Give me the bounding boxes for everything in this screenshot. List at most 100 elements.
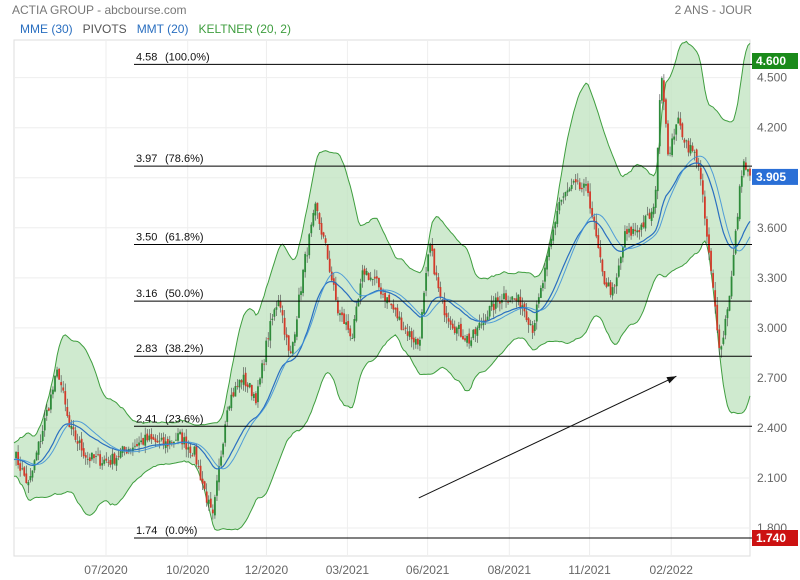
candle-body: [591, 208, 594, 218]
legend-item[interactable]: MME (30): [20, 22, 73, 36]
candle-body: [359, 283, 362, 298]
fib-value: 4.58: [136, 51, 157, 63]
price-tag-label: 3.905: [756, 170, 786, 184]
candle-body: [279, 301, 282, 308]
candle-body: [339, 313, 341, 316]
candle-body: [82, 448, 85, 457]
price-tag-bg: [752, 530, 798, 546]
candle-body: [474, 329, 477, 335]
candle-body: [738, 186, 741, 220]
candle-body: [238, 379, 241, 388]
candle-body: [218, 466, 220, 483]
candle-body: [60, 382, 63, 386]
candle-body: [468, 333, 471, 344]
chart-title: ACTIA GROUP - abcbourse.com: [12, 3, 187, 17]
candle-body: [103, 459, 106, 464]
candle-body: [652, 206, 655, 215]
candle-body: [601, 259, 604, 272]
candle-body: [375, 276, 378, 279]
candle-body: [669, 152, 671, 154]
y-tick-label: 3.600: [757, 221, 787, 235]
candle-body: [115, 458, 118, 466]
candle-body: [168, 440, 171, 445]
candle-body: [671, 138, 673, 156]
candle-body: [170, 442, 173, 443]
y-tick-label: 4.200: [757, 121, 787, 135]
candle-body: [416, 338, 419, 345]
candle-body: [419, 339, 421, 346]
legend-item[interactable]: PIVOTS: [82, 22, 127, 36]
candle-body: [357, 298, 360, 307]
candle-body: [537, 297, 540, 304]
candle-body: [691, 145, 694, 151]
candle-body: [513, 298, 516, 300]
candle-body: [334, 282, 337, 300]
candle-body: [80, 438, 83, 451]
candle-body: [257, 386, 259, 403]
candle-body: [324, 238, 327, 243]
candle-body: [203, 481, 206, 490]
candle-body: [585, 184, 587, 186]
fib-value: 1.74: [136, 525, 157, 537]
candle-body: [302, 269, 304, 294]
fib-pct: (38.2%): [165, 343, 204, 355]
candle-body: [275, 307, 278, 310]
candle-body: [330, 271, 333, 281]
candle-body: [179, 431, 181, 435]
candle-body: [429, 243, 432, 253]
candle-body: [216, 480, 218, 496]
candle-body: [343, 313, 345, 324]
candle-body: [177, 433, 179, 441]
candle-body: [265, 340, 268, 363]
candle-body: [367, 273, 370, 281]
candle-body: [480, 324, 483, 326]
candle-body: [634, 229, 637, 232]
candle-body: [289, 351, 292, 354]
candle-body: [708, 234, 710, 253]
candle-body: [214, 497, 216, 516]
candle-body: [621, 247, 624, 258]
candle-body: [677, 117, 680, 124]
candle-body: [351, 338, 354, 340]
candle-body: [726, 309, 729, 319]
keltner-band: [13, 40, 751, 531]
candle-body: [712, 273, 714, 288]
candle-body: [107, 461, 110, 463]
candle-body: [148, 435, 151, 441]
candle-body: [462, 335, 464, 340]
candles: [15, 74, 751, 520]
candle-body: [232, 392, 235, 397]
fib-pct: (100.0%): [165, 51, 210, 63]
candle-body: [398, 316, 401, 320]
candle-body: [252, 393, 255, 399]
candle-body: [76, 441, 79, 444]
candle-body: [605, 282, 608, 287]
candle-body: [431, 244, 434, 251]
candle-body: [498, 301, 501, 304]
candle-body: [740, 175, 743, 187]
period-selector[interactable]: 2 ANS - JOUR: [674, 3, 752, 17]
candle-body: [566, 190, 569, 193]
candle-body: [673, 136, 676, 140]
candle-body: [558, 202, 561, 211]
fib-pct: (0.0%): [165, 525, 197, 537]
candle-body: [687, 140, 690, 153]
candle-body: [132, 447, 134, 452]
candle-body: [619, 256, 622, 264]
candle-body: [88, 457, 91, 462]
candle-body: [23, 467, 26, 476]
candle-body: [544, 267, 546, 282]
candle-body: [390, 303, 393, 306]
candle-body: [714, 290, 717, 307]
candle-body: [548, 247, 550, 257]
candle-body: [535, 304, 538, 322]
candle-body: [425, 273, 427, 291]
x-tick-label: 10/2020: [166, 563, 210, 577]
candle-body: [470, 340, 473, 346]
legend-item[interactable]: MMT (20): [136, 22, 189, 36]
candle-body: [70, 426, 73, 429]
legend-item[interactable]: KELTNER (20, 2): [198, 22, 291, 36]
candle-body: [197, 466, 200, 468]
candle-body: [646, 214, 649, 216]
